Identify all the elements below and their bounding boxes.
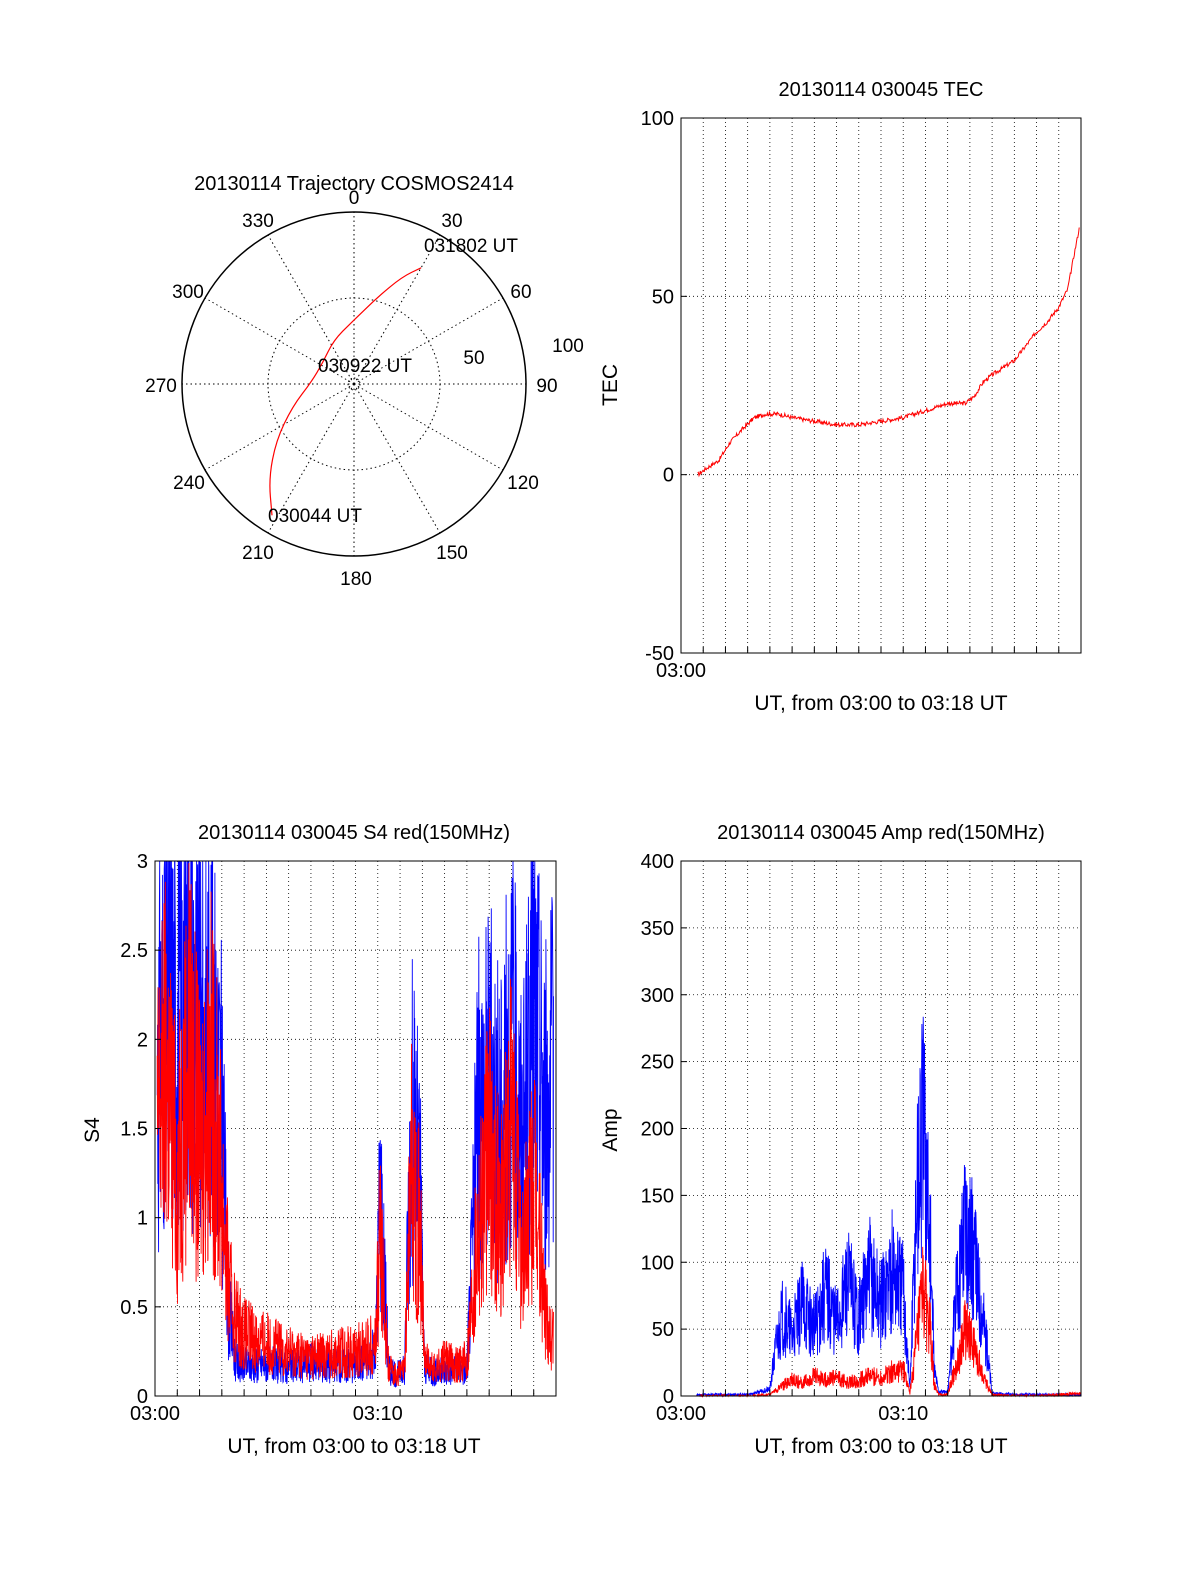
tec-plot: 20130114 030045 TEC -50 0 50 100 03:00 UT, … [599, 79, 1082, 715]
x-tick-label: 03:00 [130, 1403, 180, 1425]
y-tick-label: 250 [641, 1052, 674, 1074]
x-tick-label: 03:10 [353, 1403, 403, 1425]
s4-plot: 20130114 030045 S4 red(150MHz) 0 0.5 1 1.5 2… [81, 822, 557, 1458]
polar-grid-spoke [353, 383, 441, 534]
amp-x-tick-labels: 03:00 03:10 [656, 1390, 1082, 1425]
tec-grid [681, 118, 1081, 653]
polar-azimuth-label: 0 [349, 188, 360, 209]
polar-plot: 20130114 Trajectory COSMOS2414 0 30 60 90 12… [145, 173, 584, 590]
amp-ylabel: Amp [599, 1108, 622, 1151]
y-tick-label: 1.5 [120, 1119, 148, 1141]
tec-y-tick-labels: -50 0 50 100 [641, 108, 687, 665]
s4-xlabel: UT, from 03:00 to 03:18 UT [227, 1435, 480, 1458]
y-tick-label: 150 [641, 1185, 674, 1207]
y-tick-label: 100 [641, 1252, 674, 1274]
x-tick-label: 03:00 [656, 1403, 706, 1425]
y-tick-label: 0 [663, 1386, 674, 1408]
polar-azimuth-label: 210 [242, 543, 274, 564]
polar-grid-spoke [204, 383, 355, 471]
tec-xlabel: UT, from 03:00 to 03:18 UT [754, 692, 1007, 715]
y-tick-label: 0 [137, 1386, 148, 1408]
polar-azimuth-label: 270 [145, 376, 177, 397]
y-tick-label: 400 [641, 851, 674, 873]
polar-grid-spoke [353, 234, 441, 385]
y-tick-label: 50 [652, 1319, 674, 1341]
polar-grid [182, 212, 526, 556]
tec-series-line [697, 227, 1080, 478]
polar-grid-spoke [204, 297, 355, 385]
amp-plot: 20130114 030045 Amp red(150MHz) 0 50 100 15… [599, 822, 1082, 1458]
polar-track-line [269, 267, 422, 516]
polar-azimuth-label: 90 [536, 376, 557, 397]
polar-radial-label-100: 100 [552, 336, 584, 357]
polar-grid-spoke [353, 297, 504, 385]
y-tick-label: 2.5 [120, 940, 148, 962]
polar-grid-spoke [267, 383, 355, 534]
polar-azimuth-label: 150 [436, 543, 468, 564]
y-tick-label: -50 [645, 643, 674, 665]
y-tick-label: 1 [137, 1208, 148, 1230]
polar-azimuth-label: 180 [340, 569, 372, 590]
polar-grid-spoke [267, 234, 355, 385]
polar-track-start-label: 030044 UT [268, 506, 362, 527]
y-tick-label: 2 [137, 1029, 148, 1051]
polar-grid-spoke [353, 383, 504, 471]
y-tick-label: 50 [652, 286, 674, 308]
y-tick-label: 0.5 [120, 1297, 148, 1319]
polar-azimuth-label: 120 [507, 473, 539, 494]
polar-azimuth-label: 30 [441, 211, 462, 232]
s4-series [156, 860, 554, 1388]
polar-track-end-label: 031802 UT [424, 236, 518, 257]
amp-title: 20130114 030045 Amp red(150MHz) [717, 822, 1045, 844]
polar-azimuth-label: 60 [510, 282, 531, 303]
y-tick-label: 0 [663, 465, 674, 487]
polar-azimuth-label: 300 [172, 282, 204, 303]
polar-azimuth-label: 240 [173, 473, 205, 494]
amp-series-line [696, 1016, 1082, 1398]
polar-radial-label-50: 50 [463, 348, 484, 369]
s4-x-tick-labels: 03:00 03:10 [130, 1390, 557, 1425]
polar-track-mid-label: 030922 UT [318, 356, 412, 377]
s4-ylabel: S4 [81, 1117, 104, 1143]
x-tick-label: 03:00 [656, 660, 706, 682]
polar-azimuth-labels: 0 30 60 90 120 150 180 210 240 270 300 330 [145, 188, 557, 590]
polar-outer-circle [181, 211, 527, 557]
tec-title: 20130114 030045 TEC [779, 79, 984, 101]
y-tick-label: 100 [641, 108, 674, 130]
s4-y-tick-labels: 0 0.5 1 1.5 2 2.5 3 [120, 851, 161, 1408]
y-tick-label: 200 [641, 1119, 674, 1141]
tec-ylabel: TEC [599, 364, 622, 406]
polar-azimuth-label: 330 [242, 211, 274, 232]
y-tick-label: 350 [641, 918, 674, 940]
y-tick-label: 300 [641, 985, 674, 1007]
amp-y-tick-labels: 0 50 100 150 200 250 300 350 400 [641, 851, 687, 1408]
tec-x-tick-labels: 03:00 [656, 647, 1082, 682]
s4-series-line [156, 863, 554, 1387]
amp-series [696, 1016, 1082, 1398]
s4-title: 20130114 030045 S4 red(150MHz) [198, 822, 510, 844]
x-tick-label: 03:10 [878, 1403, 928, 1425]
s4-grid [155, 861, 556, 1396]
y-tick-label: 3 [137, 851, 148, 873]
amp-xlabel: UT, from 03:00 to 03:18 UT [754, 1435, 1007, 1458]
polar-title: 20130114 Trajectory COSMOS2414 [194, 173, 514, 195]
